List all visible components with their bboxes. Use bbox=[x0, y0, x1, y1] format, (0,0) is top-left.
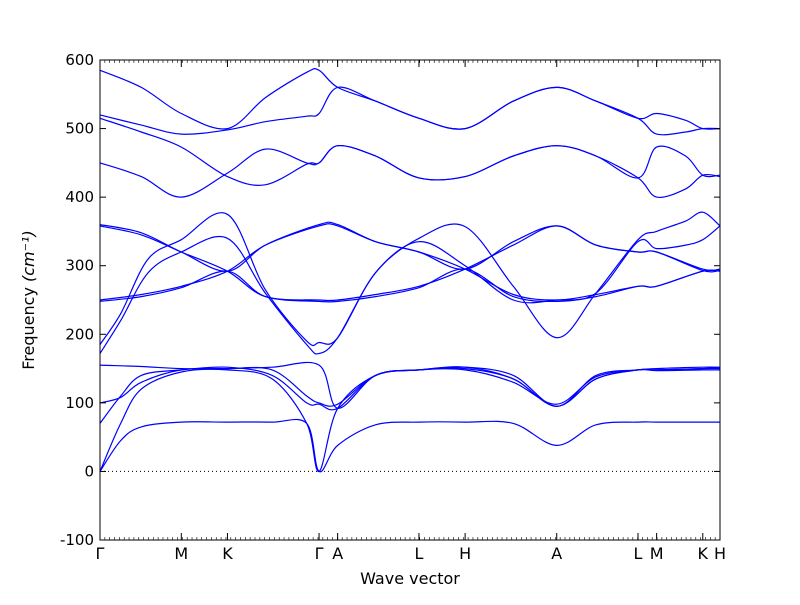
y-tick-label: 600 bbox=[65, 51, 94, 69]
x-tick-label: K bbox=[698, 544, 709, 563]
x-tick-label: K bbox=[222, 544, 233, 563]
x-tick-label: H bbox=[459, 544, 471, 563]
y-tick-label: -100 bbox=[60, 531, 94, 549]
y-tick-label: 300 bbox=[65, 257, 94, 275]
phonon-branch-13 bbox=[99, 117, 721, 186]
x-tick-label: A bbox=[332, 544, 343, 563]
x-tick-label: A bbox=[551, 544, 562, 563]
x-tick-label: H bbox=[714, 544, 726, 563]
x-tick-label: L bbox=[634, 544, 643, 563]
y-tick-label: 500 bbox=[65, 120, 94, 138]
phonon-branch-5 bbox=[99, 361, 721, 409]
x-tick-label: M bbox=[174, 544, 188, 563]
y-tick-label: 200 bbox=[65, 325, 94, 343]
y-tick-label: 0 bbox=[84, 462, 94, 480]
phonon-branch-11 bbox=[99, 221, 721, 301]
x-axis-minor-ticks bbox=[99, 60, 721, 540]
y-axis-label: Frequency (cm⁻¹) bbox=[19, 230, 38, 369]
phonon-branch-7 bbox=[99, 212, 721, 347]
phonon-branch-1 bbox=[99, 418, 720, 473]
x-tick-label: Γ bbox=[315, 544, 324, 563]
y-axis-ticks: -100 0 100 200 300 400 500 600 bbox=[60, 51, 720, 549]
x-tick-label: M bbox=[650, 544, 664, 563]
y-tick-label: 100 bbox=[65, 394, 94, 412]
y-axis-label-text: Frequency bbox=[19, 287, 38, 370]
series-layer bbox=[99, 68, 721, 473]
phonon-branch-10 bbox=[99, 225, 721, 302]
x-tick-label: L bbox=[414, 544, 423, 563]
x-tick-label: Γ bbox=[96, 544, 105, 563]
phonon-branch-15 bbox=[99, 68, 721, 130]
y-axis-label-unit: (cm⁻¹) bbox=[19, 230, 38, 282]
plot-area bbox=[100, 60, 720, 540]
x-axis-label: Wave vector bbox=[360, 569, 460, 588]
y-tick-label: 400 bbox=[65, 188, 94, 206]
